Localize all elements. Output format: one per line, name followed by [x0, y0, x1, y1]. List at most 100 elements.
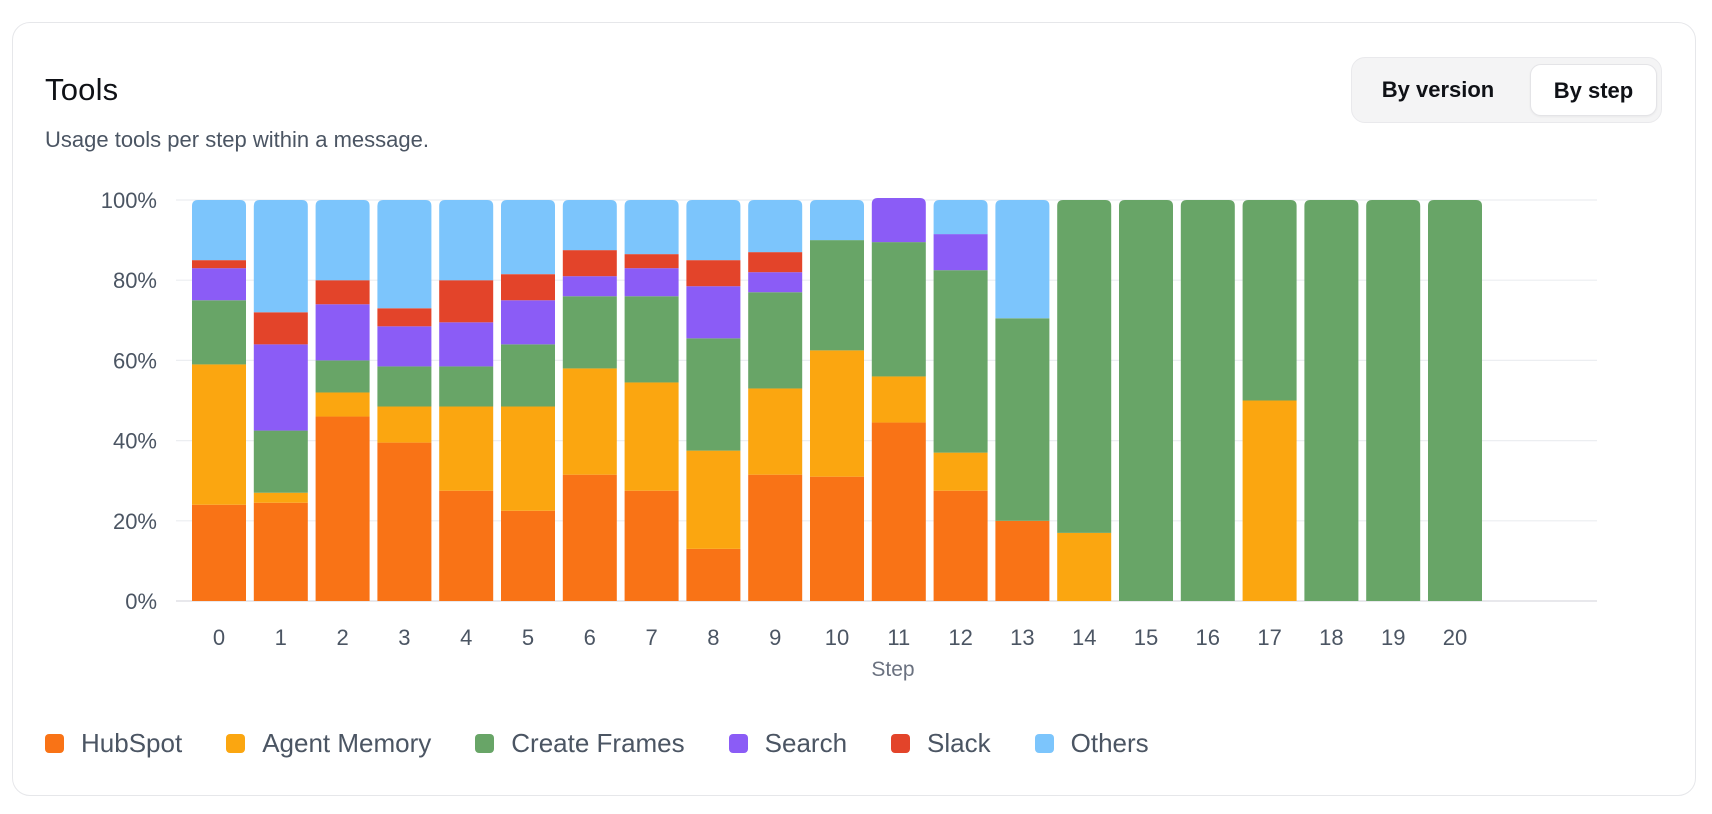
bar-segment-agent-memory-step-3 [377, 406, 432, 443]
legend-swatch-slack [891, 734, 911, 753]
bar-segment-hubspot-step-13 [995, 520, 1050, 601]
legend-item-others[interactable]: Others [1034, 728, 1149, 759]
bar-segment-agent-memory-step-6 [562, 368, 617, 475]
legend-swatch-others [1034, 734, 1054, 753]
x-tick-label: 20 [1443, 625, 1467, 650]
legend-swatch-hubspot [45, 734, 64, 753]
x-tick-label: 19 [1381, 625, 1405, 650]
bar-segment-slack-step-0 [192, 260, 246, 269]
x-tick-label: 11 [887, 625, 910, 650]
bar-segment-search-step-6 [562, 276, 617, 297]
legend-swatch-create-frames [475, 734, 495, 753]
bar-segment-hubspot-step-1 [253, 502, 308, 601]
bar-segment-others-step-3 [377, 200, 432, 309]
bar-segment-create-frames-step-5 [501, 344, 555, 407]
bar-segment-others-step-9 [748, 200, 803, 253]
bar-segment-hubspot-step-3 [377, 442, 432, 601]
bar-segment-hubspot-step-9 [748, 474, 803, 601]
bar-segment-create-frames-step-3 [377, 366, 432, 407]
by-step-button[interactable]: By step [1530, 64, 1657, 116]
x-tick-label: 5 [522, 625, 534, 650]
legend-label-others: Others [1070, 728, 1149, 758]
bar-segment-slack-step-3 [377, 308, 432, 327]
bar-segment-create-frames-step-9 [748, 292, 803, 389]
bar-segment-hubspot-step-12 [933, 490, 988, 601]
bar-segment-create-frames-step-8 [686, 338, 741, 451]
legend-item-agent-memory[interactable]: Agent Memory [226, 728, 431, 759]
bar-segment-create-frames-step-10 [810, 240, 864, 351]
x-tick-label: 4 [460, 625, 472, 650]
chart-legend: HubSpot Agent Memory Create Frames Searc… [45, 728, 1193, 759]
bar-segment-agent-memory-step-0 [192, 364, 246, 505]
bar-segment-hubspot-step-7 [624, 490, 679, 601]
bar-segment-others-step-12 [933, 200, 988, 235]
legend-item-create-frames[interactable]: Create Frames [475, 728, 685, 759]
legend-item-slack[interactable]: Slack [891, 728, 991, 759]
bar-segment-create-frames-step-4 [439, 366, 494, 407]
bar-segment-hubspot-step-0 [192, 504, 246, 601]
legend-label-search: Search [764, 728, 848, 758]
x-tick-label: 16 [1196, 625, 1220, 650]
bar-segment-others-step-7 [624, 200, 679, 255]
bar-segment-hubspot-step-4 [439, 490, 494, 601]
bar-segment-create-frames-step-0 [192, 300, 246, 365]
view-toggle: By version By step [1351, 57, 1662, 123]
bar-segment-hubspot-step-6 [562, 474, 617, 601]
x-tick-label: 3 [398, 625, 410, 650]
bar-segment-search-step-5 [501, 300, 555, 345]
bar-segment-agent-memory-step-8 [686, 450, 741, 549]
bar-segment-slack-step-8 [686, 260, 741, 287]
bar-segment-search-step-2 [315, 304, 370, 361]
x-tick-label: 6 [584, 625, 596, 650]
x-tick-label: 9 [769, 625, 781, 650]
legend-label-hubspot: HubSpot [81, 728, 183, 758]
x-axis-label: Step [871, 658, 914, 681]
x-tick-label: 8 [707, 625, 719, 650]
x-tick-label: 7 [645, 625, 657, 650]
bar-segment-others-step-4 [439, 200, 494, 281]
legend-label-agent-memory: Agent Memory [262, 728, 432, 758]
bar-segment-others-step-10 [810, 200, 864, 241]
bar-segment-slack-step-6 [562, 250, 617, 277]
legend-item-search[interactable]: Search [728, 728, 848, 759]
card-title: Tools [45, 72, 119, 107]
bar-segment-create-frames-step-19 [1366, 200, 1421, 601]
y-tick-label: 0% [125, 589, 157, 614]
legend-label-create-frames: Create Frames [511, 728, 685, 758]
bar-segment-search-step-12 [933, 234, 988, 271]
legend-label-slack: Slack [927, 728, 991, 758]
bar-segment-search-step-11 [871, 197, 926, 243]
x-tick-label: 13 [1010, 625, 1034, 650]
bar-segment-slack-step-5 [501, 274, 555, 301]
legend-swatch-search [728, 734, 748, 753]
x-tick-label: 15 [1134, 625, 1158, 650]
bar-segment-create-frames-step-17 [1242, 200, 1297, 401]
bar-segment-slack-step-9 [748, 252, 803, 273]
bar-segment-search-step-0 [192, 268, 246, 301]
bar-segment-search-step-8 [686, 286, 741, 339]
bar-segment-slack-step-1 [253, 312, 308, 345]
bar-segment-others-step-1 [253, 200, 308, 313]
bar-segment-create-frames-step-6 [562, 296, 617, 369]
x-tick-label: 2 [336, 625, 348, 650]
y-tick-label: 20% [113, 509, 157, 534]
bar-segment-hubspot-step-10 [810, 476, 864, 601]
bar-segment-others-step-6 [562, 200, 617, 251]
bar-segment-hubspot-step-5 [501, 510, 555, 601]
x-tick-label: 12 [948, 625, 972, 650]
bar-segment-create-frames-step-1 [253, 430, 308, 493]
bar-segment-agent-memory-step-4 [439, 406, 494, 491]
bar-segment-agent-memory-step-9 [748, 388, 803, 475]
bar-segment-search-step-7 [624, 268, 679, 297]
bar-segment-hubspot-step-2 [315, 416, 370, 601]
by-version-button[interactable]: By version [1381, 77, 1495, 102]
bar-segment-agent-memory-step-14 [1057, 532, 1112, 601]
x-tick-label: 1 [275, 625, 287, 650]
legend-item-hubspot[interactable]: HubSpot [45, 728, 182, 759]
card-subtitle: Usage tools per step within a message. [45, 127, 429, 152]
bar-segment-agent-memory-step-1 [253, 492, 308, 503]
bar-segment-create-frames-step-11 [871, 242, 926, 377]
bar-segment-agent-memory-step-10 [810, 350, 864, 477]
bar-segment-create-frames-step-16 [1180, 200, 1235, 601]
